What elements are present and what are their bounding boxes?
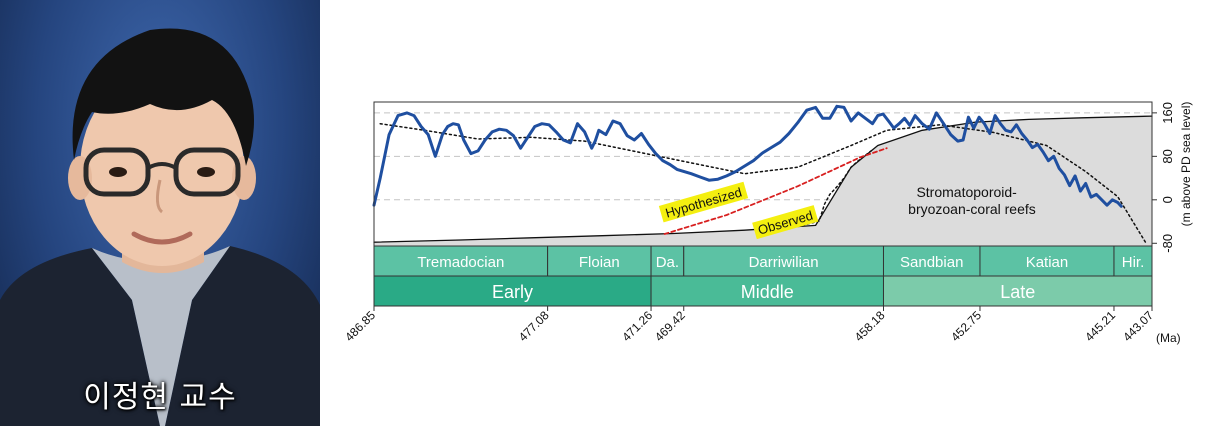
glasses-left-lens (83, 147, 151, 197)
jacket-right (165, 246, 320, 426)
right-eye (197, 167, 215, 177)
glasses-bridge (147, 162, 177, 170)
x-tick-label-3: 469.42 (652, 308, 688, 344)
y-tick-label-1: 0 (1160, 196, 1175, 203)
y-tick-label-2: 80 (1160, 149, 1175, 163)
x-tick-label-2: 471.26 (619, 308, 655, 344)
left-eye (109, 167, 127, 177)
nose (155, 179, 164, 214)
annotation-labels: HypothesizedObservedStromatoporoid-bryoz… (658, 181, 1036, 240)
x-tick-label-4: 458.18 (852, 308, 888, 344)
stage-label-0: Tremadocian (417, 254, 504, 271)
y-axis: (m above PD sea level) -80 0 80 160 (1152, 102, 1193, 253)
series-layer (372, 104, 1153, 245)
stage-6 (1113, 245, 1153, 277)
stage-2 (650, 245, 685, 277)
stage-0 (373, 245, 549, 277)
label-reefs-line1: Stromatoporoid- (916, 184, 1017, 200)
caption-name: 이정현 교수 (83, 380, 237, 415)
stage-label-1: Floian (579, 254, 620, 271)
stage-label-2: Da. (656, 254, 679, 271)
face (80, 70, 244, 266)
x-tick-label-1: 477.08 (516, 308, 552, 344)
y-tick-label-0: -80 (1160, 234, 1175, 253)
stage-band: Tremadocian Floian Da. Darriwilian Sandbian K… (373, 245, 1153, 277)
epoch-2 (882, 275, 1153, 307)
series-reef-envelope (373, 115, 1153, 243)
hair (72, 28, 254, 167)
y-axis-title: (m above PD sea level) (1179, 102, 1193, 227)
stage-label-6: Hir. (1122, 254, 1145, 271)
x-axis-unit: (Ma) (1156, 331, 1181, 345)
glasses-right-lens (173, 147, 241, 197)
x-tick-label-5: 452.75 (948, 308, 984, 344)
sea-level-chart: HypothesizedObservedStromatoporoid-bryoz… (342, 101, 1193, 345)
mouth (131, 231, 193, 245)
reef-area (374, 116, 1152, 246)
label-reefs-line2: bryozoan-coral reefs (908, 201, 1036, 217)
portrait-photo: 이정현 교수 (0, 0, 320, 426)
x-tick-label-7: 443.07 (1120, 308, 1156, 344)
epoch-1 (650, 275, 884, 307)
x-tick-label-0: 486.85 (342, 308, 378, 344)
epoch-label-2: Late (1000, 282, 1035, 302)
stage-label-3: Darriwilian (749, 254, 819, 271)
label-hypothesized-highlight (658, 181, 749, 223)
epoch-0 (373, 275, 652, 307)
epoch-label-1: Middle (741, 282, 794, 302)
epoch-band: Early Middle Late (373, 275, 1153, 307)
portrait-illustration (0, 28, 320, 426)
series-hypothesized-trend (663, 147, 888, 235)
series-sea-level-curve (372, 104, 1123, 208)
jacket-left (0, 248, 160, 426)
x-tick-label-6: 445.21 (1082, 308, 1118, 344)
y-tick-label-3: 160 (1160, 102, 1175, 124)
stage-label-5: Katian (1026, 254, 1069, 271)
stage-label-4: Sandbian (900, 254, 963, 271)
label-hypothesized-group: Hypothesized (658, 181, 749, 223)
label-observed-highlight (752, 205, 819, 240)
stage-4 (882, 245, 981, 277)
epoch-label-0: Early (492, 282, 533, 302)
shirt (92, 246, 230, 426)
